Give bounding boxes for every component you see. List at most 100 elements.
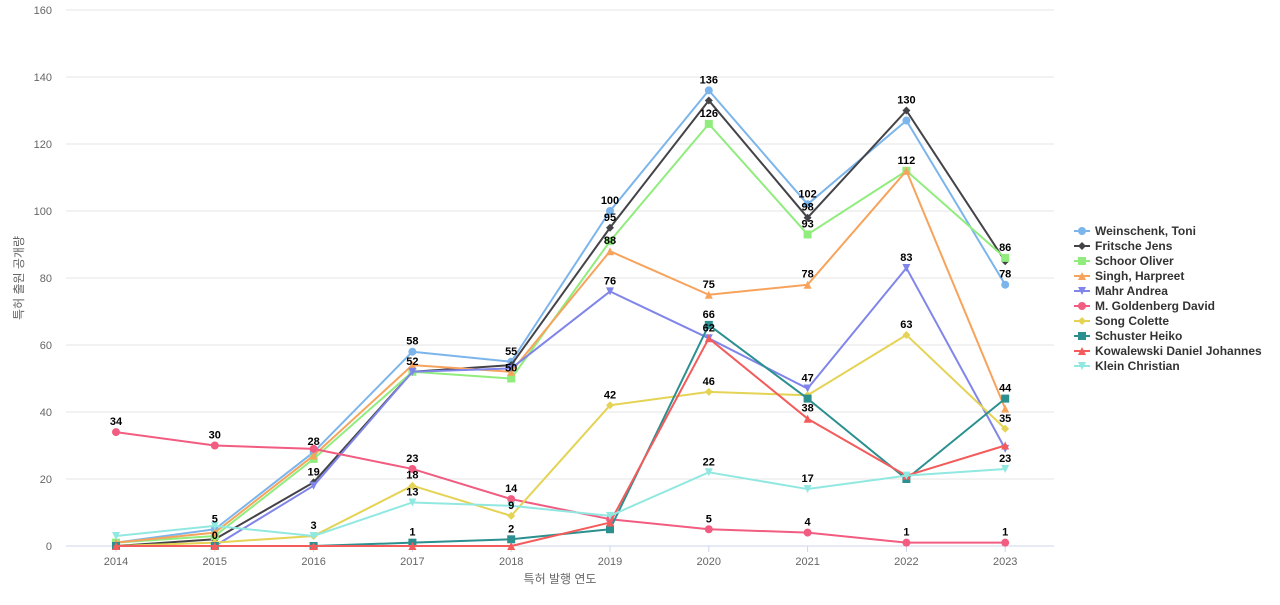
data-point xyxy=(210,521,219,530)
data-point xyxy=(606,518,614,527)
data-label: 5 xyxy=(212,513,218,525)
data-point xyxy=(309,531,318,540)
series-5 xyxy=(112,428,1010,547)
data-point xyxy=(606,287,614,296)
legend-label: Kowalewski Daniel Johannes xyxy=(1095,344,1262,358)
data-label: 126 xyxy=(700,108,718,120)
legend-label: Weinschenk, Toni xyxy=(1095,224,1196,238)
legend-item[interactable]: Singh, Harpreet xyxy=(1074,269,1184,283)
data-point xyxy=(507,535,516,544)
data-label: 30 xyxy=(209,430,221,442)
legend-symbol xyxy=(1078,317,1086,325)
x-tick-label: 2014 xyxy=(104,556,128,568)
legend-label: Singh, Harpreet xyxy=(1095,269,1184,283)
legend-symbol xyxy=(1078,347,1086,355)
data-label: 9 xyxy=(508,500,514,512)
data-point xyxy=(408,498,417,507)
data-point xyxy=(507,542,516,550)
legend-item[interactable]: Klein Christian xyxy=(1074,359,1180,373)
series-line xyxy=(115,169,1007,544)
data-point xyxy=(803,485,812,494)
data-point xyxy=(803,414,812,423)
data-point xyxy=(1001,464,1010,473)
series-line xyxy=(115,467,1006,537)
data-point xyxy=(112,542,120,550)
data-label: 93 xyxy=(801,218,813,230)
data-point xyxy=(507,501,516,510)
y-tick-label: 80 xyxy=(40,273,52,285)
legend-item[interactable]: Schuster Heiko xyxy=(1074,329,1182,343)
legend-symbol xyxy=(1078,242,1086,250)
data-label: 2 xyxy=(508,523,514,535)
data-point xyxy=(606,223,614,232)
data-label: 76 xyxy=(604,275,616,287)
data-point xyxy=(507,374,516,383)
data-label: 136 xyxy=(700,74,718,86)
data-point xyxy=(704,320,713,329)
data-label: 3 xyxy=(311,520,317,532)
data-point xyxy=(309,481,318,490)
data-point xyxy=(902,166,911,175)
legend-item[interactable]: Fritsche Jens xyxy=(1074,239,1173,253)
data-point xyxy=(210,528,219,537)
data-point xyxy=(803,384,812,393)
legend-item[interactable]: Weinschenk, Toni xyxy=(1074,224,1196,238)
data-label: 14 xyxy=(505,483,518,495)
data-point xyxy=(803,528,812,537)
series-2 xyxy=(112,119,1010,547)
legend-item[interactable]: Song Colette xyxy=(1074,314,1169,328)
data-label: 1 xyxy=(903,527,909,539)
data-point xyxy=(902,106,911,115)
data-label: 47 xyxy=(801,373,813,385)
data-point xyxy=(408,361,417,370)
data-label: 55 xyxy=(505,346,517,358)
data-point xyxy=(507,511,516,520)
data-label: 66 xyxy=(703,309,715,321)
legend-label: Song Colette xyxy=(1095,314,1169,328)
data-label: 1 xyxy=(409,527,415,539)
data-label: 100 xyxy=(601,195,619,207)
data-point xyxy=(1001,538,1010,547)
data-point xyxy=(1001,441,1010,450)
data-point xyxy=(902,263,911,272)
y-tick-label: 140 xyxy=(34,72,52,84)
data-point xyxy=(704,525,713,534)
data-label: 23 xyxy=(406,453,418,465)
data-label: 34 xyxy=(110,416,123,428)
x-tick-label: 2015 xyxy=(203,556,227,568)
series-line xyxy=(116,323,1006,547)
data-point xyxy=(606,511,614,520)
legend-item[interactable]: Mahr Andrea xyxy=(1074,284,1168,298)
data-point xyxy=(210,542,219,550)
series-line xyxy=(115,99,1007,547)
y-tick-label: 0 xyxy=(46,541,52,553)
series-0 xyxy=(112,86,1010,547)
legend-label: Fritsche Jens xyxy=(1095,239,1173,253)
data-label: 0 xyxy=(212,530,218,542)
data-label: 52 xyxy=(406,356,418,368)
data-point xyxy=(902,330,911,339)
data-point xyxy=(704,86,713,95)
legend-symbol xyxy=(1078,287,1086,295)
data-label: 18 xyxy=(406,470,418,482)
data-label: 50 xyxy=(505,363,517,375)
legend-item[interactable]: Schoor Oliver xyxy=(1074,254,1174,268)
series-3 xyxy=(112,166,1010,547)
x-axis-title: 특허 발행 연도 xyxy=(524,571,597,586)
data-point xyxy=(606,237,614,246)
data-label: 86 xyxy=(999,242,1011,254)
legend-symbol xyxy=(1078,362,1086,370)
legend-label: Schoor Oliver xyxy=(1095,254,1174,268)
data-point xyxy=(803,213,812,222)
series-8 xyxy=(112,334,1010,550)
legend-symbol xyxy=(1078,227,1086,235)
legend-label: Mahr Andrea xyxy=(1095,284,1168,298)
data-point xyxy=(309,444,318,453)
data-point xyxy=(1001,253,1010,262)
data-point xyxy=(408,481,417,490)
legend-item[interactable]: Kowalewski Daniel Johannes xyxy=(1074,344,1262,358)
legend-label: Klein Christian xyxy=(1095,359,1180,373)
legend-item[interactable]: M. Goldenberg David xyxy=(1074,299,1215,313)
